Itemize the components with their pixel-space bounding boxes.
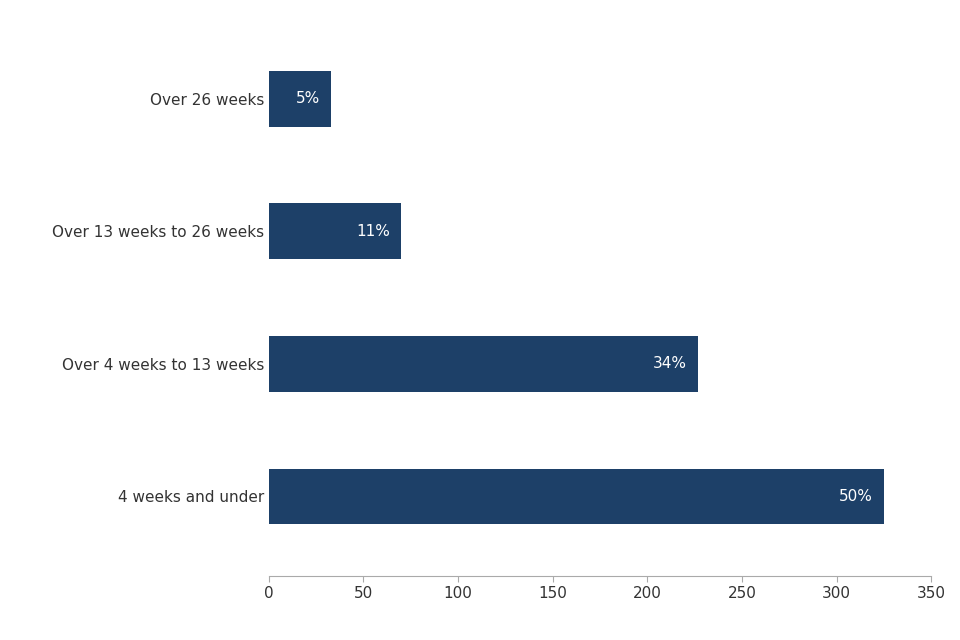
Text: 5%: 5% [296, 92, 320, 106]
Bar [269, 336, 699, 392]
Text: 34%: 34% [653, 356, 687, 371]
Bar [269, 71, 331, 127]
Bar [269, 204, 401, 259]
Text: 50%: 50% [839, 489, 873, 504]
Text: 11%: 11% [356, 224, 390, 239]
Bar [269, 468, 884, 524]
